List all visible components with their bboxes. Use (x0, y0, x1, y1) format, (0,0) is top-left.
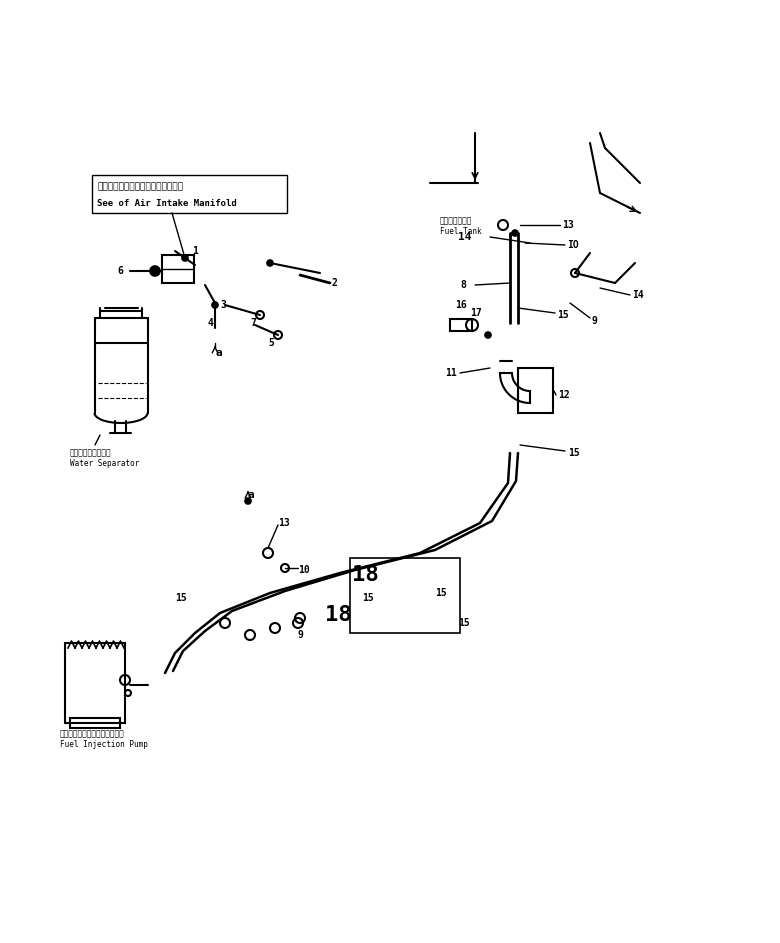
Bar (450, 319, 472, 331)
Text: 1: 1 (192, 246, 198, 256)
Text: 11: 11 (445, 368, 457, 378)
Text: 4: 4 (208, 318, 214, 328)
Bar (92, 175, 287, 213)
Text: IO: IO (567, 240, 579, 250)
Text: エアーインアイクマニホールド参照: エアーインアイクマニホールド参照 (97, 183, 183, 191)
Text: ウォータセパレータ: ウォータセパレータ (70, 448, 112, 457)
Text: I4: I4 (632, 290, 644, 300)
Text: 8: 8 (460, 280, 466, 290)
Text: 16: 16 (455, 300, 466, 310)
Text: 5: 5 (268, 338, 274, 348)
Text: 15: 15 (568, 448, 580, 458)
Text: 14: 14 (458, 232, 471, 242)
Text: 15: 15 (362, 593, 374, 603)
Bar (162, 255, 194, 283)
Text: 9: 9 (298, 630, 304, 640)
Text: 3: 3 (220, 300, 226, 310)
Bar (350, 558, 460, 633)
Text: Water Separator: Water Separator (70, 459, 140, 468)
Text: 9: 9 (592, 316, 598, 326)
Text: Fuel Tank: Fuel Tank (440, 227, 481, 236)
Text: フェルインジェクションポンプ: フェルインジェクションポンプ (60, 729, 125, 738)
Text: 15: 15 (458, 618, 470, 628)
Circle shape (512, 230, 518, 236)
Text: 10: 10 (298, 565, 310, 575)
Bar (70, 718, 120, 728)
Circle shape (267, 260, 273, 266)
Circle shape (245, 498, 251, 504)
Text: 13: 13 (278, 518, 289, 528)
Text: 2: 2 (332, 278, 338, 288)
Text: Fuel Injection Pump: Fuel Injection Pump (60, 740, 148, 749)
Text: 18: 18 (325, 605, 352, 625)
Text: a: a (216, 348, 223, 358)
Bar (518, 368, 553, 413)
Circle shape (150, 266, 160, 276)
Circle shape (212, 302, 218, 308)
Text: 15: 15 (175, 593, 186, 603)
Text: 13: 13 (562, 220, 574, 230)
Text: a: a (248, 490, 255, 500)
Circle shape (485, 332, 491, 338)
Text: 7: 7 (250, 318, 256, 328)
Bar (65, 643, 125, 723)
Circle shape (182, 255, 188, 261)
Text: 12: 12 (558, 390, 569, 400)
Text: 6: 6 (117, 266, 123, 276)
Text: 15: 15 (435, 588, 447, 598)
Text: See of Air Intake Manifold: See of Air Intake Manifold (97, 198, 237, 207)
Text: 15: 15 (557, 310, 569, 320)
Text: 18: 18 (352, 565, 379, 585)
Text: 17: 17 (470, 308, 482, 318)
Text: フェエルタンク: フェエルタンク (440, 216, 473, 225)
